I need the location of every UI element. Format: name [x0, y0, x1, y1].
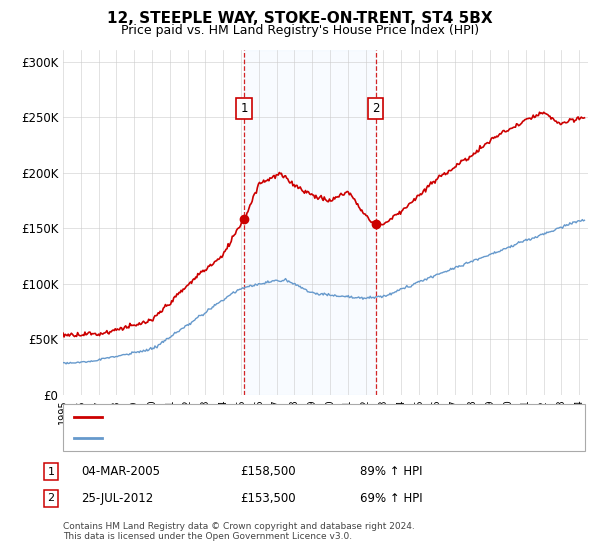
- Text: 2: 2: [372, 102, 379, 115]
- Text: £153,500: £153,500: [240, 492, 296, 505]
- Text: 25-JUL-2012: 25-JUL-2012: [81, 492, 153, 505]
- Text: Price paid vs. HM Land Registry's House Price Index (HPI): Price paid vs. HM Land Registry's House …: [121, 24, 479, 36]
- Text: 89% ↑ HPI: 89% ↑ HPI: [360, 465, 422, 478]
- Text: 1: 1: [47, 466, 55, 477]
- Bar: [244, 50, 376, 395]
- Text: HPI: Average price, semi-detached house, Stoke-on-Trent: HPI: Average price, semi-detached house,…: [108, 433, 404, 443]
- Text: 1: 1: [240, 102, 248, 115]
- Text: 04-MAR-2005: 04-MAR-2005: [81, 465, 160, 478]
- Text: 12, STEEPLE WAY, STOKE-ON-TRENT, ST4 5BX (semi-detached house): 12, STEEPLE WAY, STOKE-ON-TRENT, ST4 5BX…: [108, 412, 469, 422]
- Text: 2: 2: [47, 493, 55, 503]
- Text: 12, STEEPLE WAY, STOKE-ON-TRENT, ST4 5BX: 12, STEEPLE WAY, STOKE-ON-TRENT, ST4 5BX: [107, 11, 493, 26]
- Text: Contains HM Land Registry data © Crown copyright and database right 2024.
This d: Contains HM Land Registry data © Crown c…: [63, 522, 415, 542]
- Text: £158,500: £158,500: [240, 465, 296, 478]
- Text: 69% ↑ HPI: 69% ↑ HPI: [360, 492, 422, 505]
